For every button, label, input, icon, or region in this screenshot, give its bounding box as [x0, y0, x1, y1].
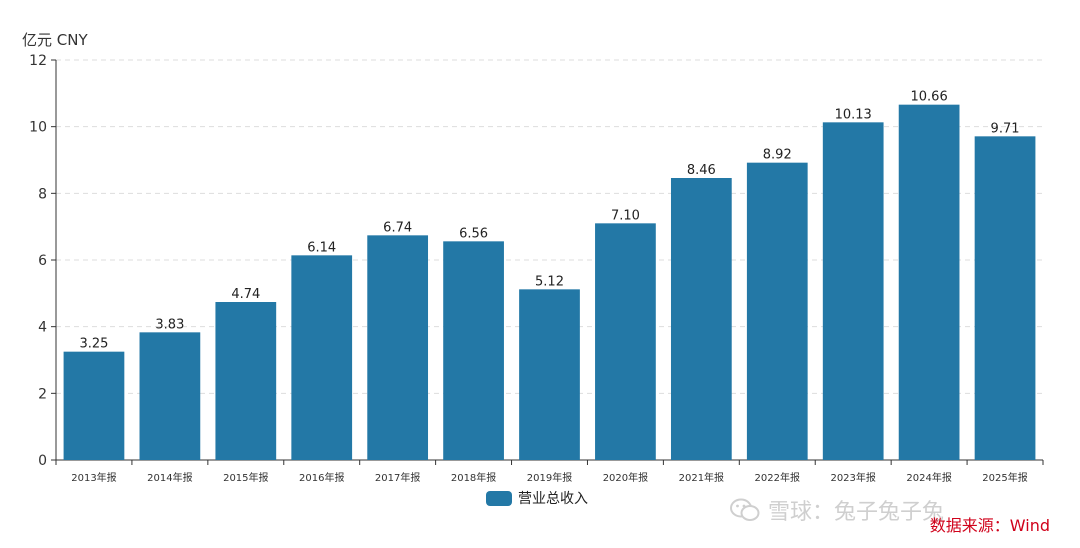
bar[interactable] — [519, 289, 580, 460]
bar-value-label: 6.14 — [307, 240, 336, 255]
bar-value-label: 10.13 — [835, 107, 872, 122]
x-tick-label: 2023年报 — [830, 471, 875, 484]
data-source: 数据来源：Wind — [929, 516, 1050, 535]
legend-swatch — [486, 490, 512, 506]
bar-value-label: 7.10 — [611, 208, 640, 223]
bar-value-label: 6.56 — [459, 226, 488, 241]
bar[interactable] — [898, 104, 960, 461]
bar[interactable] — [63, 351, 125, 460]
bar[interactable] — [670, 178, 732, 460]
bar-value-label: 3.25 — [79, 337, 108, 352]
legend-label: 营业总收入 — [518, 491, 588, 507]
bar-value-label: 4.74 — [231, 287, 260, 302]
bar[interactable] — [367, 235, 429, 460]
bar-value-label: 5.12 — [535, 274, 564, 289]
x-tick-label: 2016年报 — [299, 471, 344, 484]
x-tick-label: 2024年报 — [906, 471, 951, 484]
bar[interactable] — [215, 302, 277, 460]
watermark-text: 雪球：兔子兔子兔 — [768, 500, 945, 525]
x-tick-label: 2020年报 — [603, 471, 648, 484]
y-axis-unit-label: 亿元 CNY — [22, 31, 88, 49]
bar[interactable] — [974, 136, 1036, 461]
x-tick-label: 2014年报 — [147, 471, 192, 484]
legend[interactable]: 营业总收入 — [486, 488, 588, 508]
wechat-icon — [730, 498, 760, 521]
y-tick-label: 8 — [38, 186, 47, 202]
y-tick-label: 12 — [29, 53, 47, 69]
bar[interactable] — [443, 241, 504, 460]
y-tick-label: 4 — [38, 320, 47, 336]
bar[interactable] — [822, 122, 884, 460]
x-tick-label: 2022年报 — [755, 471, 800, 484]
bar[interactable] — [746, 162, 808, 460]
y-tick-label: 6 — [38, 253, 47, 269]
x-tick-label: 2017年报 — [375, 471, 420, 484]
y-tick-label: 0 — [38, 453, 47, 469]
bar-value-label: 8.92 — [763, 148, 792, 163]
x-tick-label: 2025年报 — [982, 471, 1027, 484]
x-tick-label: 2019年报 — [527, 471, 572, 484]
bar[interactable] — [291, 255, 353, 460]
x-tick-label: 2013年报 — [71, 471, 116, 484]
bar-value-label: 9.71 — [991, 121, 1020, 136]
bar-value-label: 3.83 — [155, 317, 184, 332]
bar-value-label: 6.74 — [383, 220, 412, 235]
y-tick-label: 10 — [29, 120, 47, 136]
watermark: 雪球：兔子兔子兔 — [730, 494, 944, 526]
bar[interactable] — [595, 223, 656, 460]
bar-value-label: 8.46 — [687, 163, 716, 178]
x-tick-label: 2018年报 — [451, 471, 496, 484]
x-tick-label: 2015年报 — [223, 471, 268, 484]
y-tick-label: 2 — [38, 386, 47, 402]
bar[interactable] — [139, 332, 201, 460]
x-tick-label: 2021年报 — [679, 471, 724, 484]
bar-value-label: 10.66 — [911, 90, 948, 105]
